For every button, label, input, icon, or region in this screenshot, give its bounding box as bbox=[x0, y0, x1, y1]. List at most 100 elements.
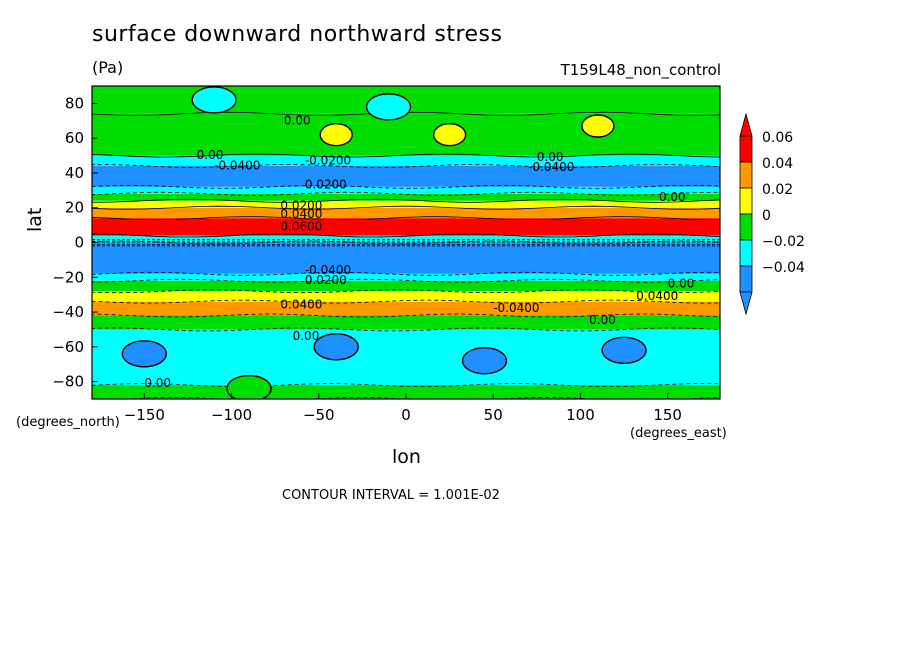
zonal-band-13 bbox=[92, 186, 720, 194]
x-tick-label-0: −150 bbox=[124, 406, 165, 424]
y-tick-label-8: 80 bbox=[65, 94, 84, 112]
experiment-label: T159L48_non_control bbox=[560, 61, 721, 79]
contour-label-17: 0.00 bbox=[293, 329, 320, 343]
chart-title: surface downward northward stress bbox=[92, 22, 503, 47]
contour-label-11: -0.0400 bbox=[305, 263, 351, 277]
colorbar-label-3: 0 bbox=[762, 208, 771, 224]
contour-label-7: 0.0200 bbox=[305, 178, 347, 192]
contour-line-9 bbox=[92, 233, 720, 238]
contour-label-18: 0.00 bbox=[589, 313, 616, 327]
contour-label-2: -0.0400 bbox=[214, 158, 260, 172]
zonal-band-7 bbox=[92, 242, 720, 274]
colorbar-swatch-4 bbox=[739, 239, 753, 267]
y-tick-label-0: −80 bbox=[52, 373, 84, 391]
y-tick-label-5: 20 bbox=[65, 199, 84, 217]
contour-line-5 bbox=[92, 289, 720, 294]
zonal-band-4 bbox=[92, 291, 720, 302]
contour-line-11 bbox=[92, 205, 720, 210]
zonal-band-2 bbox=[92, 315, 720, 330]
contour-label-3: -0.0200 bbox=[305, 153, 351, 167]
zonal-band-5 bbox=[92, 280, 720, 292]
colorbar-swatch-1 bbox=[739, 161, 753, 189]
contour-line-16 bbox=[92, 153, 720, 158]
contour-label-13: -0.0400 bbox=[493, 301, 539, 315]
colorbar-swatch-3 bbox=[739, 213, 753, 241]
colorbar-label-5: −0.04 bbox=[762, 260, 805, 276]
colorbar-label-1: 0.04 bbox=[762, 156, 793, 172]
y-tick-label-3: −20 bbox=[52, 268, 84, 286]
contour-label-14: 0.0400 bbox=[636, 289, 678, 303]
x-tick-label-3: 0 bbox=[401, 406, 411, 424]
feature-blue-8 bbox=[601, 336, 647, 365]
zonal-band-3 bbox=[92, 301, 720, 316]
feature-cyan-4 bbox=[365, 93, 412, 121]
contour-line-7 bbox=[92, 271, 720, 276]
colorbar-top-arrow bbox=[739, 112, 753, 137]
units-label: (Pa) bbox=[92, 58, 124, 77]
contour-line-6 bbox=[92, 278, 720, 283]
contour-line-1 bbox=[92, 383, 720, 388]
zonal-band-9 bbox=[92, 218, 720, 236]
feature-blue-5 bbox=[121, 340, 168, 368]
x-tick-label-6: 150 bbox=[653, 406, 682, 424]
feature-yellow-1 bbox=[581, 114, 615, 138]
y-axis-label: lat bbox=[24, 207, 46, 232]
contour-line-15 bbox=[92, 164, 720, 168]
feature-cyan-3 bbox=[191, 86, 237, 114]
feature-blue-7 bbox=[461, 347, 508, 375]
x-tick-label-5: 100 bbox=[566, 406, 595, 424]
feature-yellow-2 bbox=[432, 122, 467, 147]
y-units-label: (degrees_north) bbox=[16, 415, 120, 430]
contour-line-3 bbox=[92, 313, 720, 318]
x-axis-label: lon bbox=[392, 446, 421, 468]
contour-line-2 bbox=[92, 327, 720, 332]
zonal-band-8 bbox=[92, 235, 720, 243]
feature-green-9 bbox=[226, 374, 272, 399]
zonal-band-15 bbox=[92, 155, 720, 166]
y-tick-label-7: 60 bbox=[65, 129, 84, 147]
contour-label-16: 0.0400 bbox=[280, 298, 322, 312]
contour-line-14 bbox=[92, 185, 720, 189]
colorbar-swatch-2 bbox=[739, 187, 753, 215]
zonal-band-6 bbox=[92, 273, 720, 281]
y-tick-label-4: 0 bbox=[74, 234, 84, 252]
x-tick-label-1: −100 bbox=[211, 406, 252, 424]
x-tick-label-4: 50 bbox=[484, 406, 503, 424]
zonal-band-16 bbox=[92, 113, 720, 156]
y-tick-label-2: −40 bbox=[52, 303, 84, 321]
contour-label-6: 0.00 bbox=[659, 190, 686, 204]
contour-line-4 bbox=[92, 299, 720, 304]
contour-label-19: 0.00 bbox=[144, 376, 171, 390]
contour-label-8: 0.0200 bbox=[280, 198, 322, 212]
contour-label-10: 0.0600 bbox=[280, 219, 322, 233]
colorbar-swatch-0 bbox=[739, 135, 753, 163]
x-tick-label-2: −50 bbox=[303, 406, 335, 424]
contour-label-15: 0.00 bbox=[668, 277, 695, 291]
contour-label-12: 0.0200 bbox=[305, 273, 347, 287]
contour-line-10 bbox=[92, 216, 720, 221]
colorbar-swatch-5 bbox=[739, 265, 753, 293]
colorbar-bottom-arrow bbox=[739, 291, 753, 316]
zonal-band-12 bbox=[92, 193, 720, 201]
zonal-band-14 bbox=[92, 165, 720, 187]
contour-line-8 bbox=[92, 240, 720, 245]
zonal-band-11 bbox=[92, 200, 720, 208]
contour-line-13 bbox=[92, 191, 720, 196]
contour-line-12 bbox=[92, 198, 720, 203]
colorbar-label-4: −0.02 bbox=[762, 234, 805, 250]
zonal-band-10 bbox=[92, 207, 720, 219]
x-units-label: (degrees_east) bbox=[630, 426, 727, 441]
feature-yellow-0 bbox=[319, 122, 353, 147]
colorbar-label-2: 0.02 bbox=[762, 182, 793, 198]
contour-label-5: -0.0400 bbox=[528, 160, 574, 174]
y-tick-label-1: −60 bbox=[52, 338, 84, 356]
y-tick-label-6: 40 bbox=[65, 164, 84, 182]
contour-label-1: 0.00 bbox=[284, 113, 311, 127]
contour-label-9: 0.0400 bbox=[280, 207, 322, 221]
contour-label-4: 0.00 bbox=[537, 150, 564, 164]
contour-label-0: 0.00 bbox=[197, 148, 224, 162]
contour-interval-label: CONTOUR INTERVAL = 1.001E-02 bbox=[282, 488, 500, 503]
colorbar-label-0: 0.06 bbox=[762, 130, 793, 146]
feature-blue-6 bbox=[313, 333, 359, 361]
